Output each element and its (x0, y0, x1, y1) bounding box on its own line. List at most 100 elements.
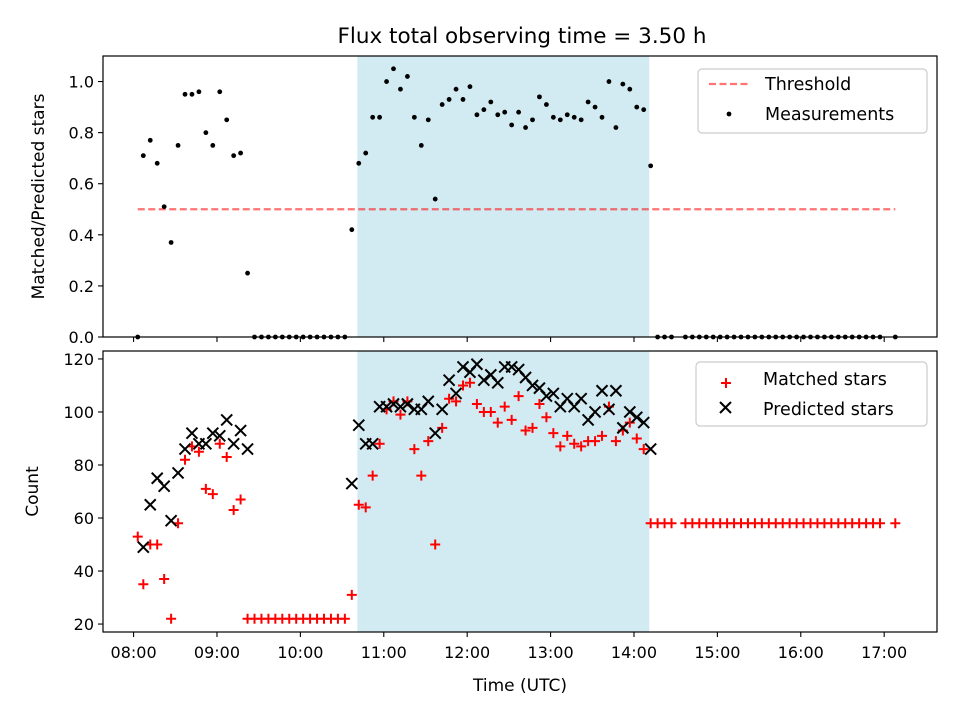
y-tick-label: 1.0 (69, 73, 94, 92)
bottom-y-axis-ticks: 20 40 60 80 100 120 (63, 350, 103, 634)
measurement-point (537, 94, 542, 100)
bottom-legend-box (695, 361, 928, 427)
matched-star-point (506, 414, 517, 425)
legend-predicted-swatch (719, 401, 732, 414)
predicted-stars-points (137, 358, 657, 554)
measurement-point (217, 89, 223, 95)
measurement-point (210, 143, 216, 148)
matched-star-point (444, 393, 455, 404)
top-axes-frame (102, 55, 938, 338)
top-x-axis-ticks (133, 337, 885, 342)
y-tick-label: 20 (74, 615, 94, 634)
measurement-points (135, 66, 898, 340)
measurement-point (405, 74, 410, 79)
predicted-star-point (241, 442, 254, 456)
measurement-point (439, 102, 445, 107)
legend-measurements-swatch (726, 111, 732, 117)
predicted-star-point (602, 403, 616, 416)
predicted-star-point (540, 389, 553, 403)
predicted-star-point (345, 477, 359, 490)
measurement-point (411, 114, 417, 120)
bottom-x-axis-ticks: 08:00 09:00 10:00 11:00 12:00 13:00 14:00 15:00… (111, 632, 907, 662)
matched-star-point (166, 613, 177, 624)
matched-star-point (451, 396, 462, 407)
predicted-star-point (477, 373, 491, 387)
matched-star-point (527, 422, 538, 433)
measurement-point (245, 270, 250, 276)
predicted-star-point (220, 413, 233, 427)
measurement-point (377, 114, 383, 120)
measurement-point (203, 130, 209, 136)
measurement-point (175, 143, 181, 148)
matched-star-point (360, 502, 371, 513)
predicted-star-point (137, 540, 150, 554)
measurement-point (599, 114, 605, 120)
measurement-point (648, 163, 654, 169)
x-tick-label: 15:00 (694, 643, 740, 662)
matched-star-point (200, 483, 211, 494)
matched-star-point (513, 391, 524, 402)
matched-star-point (207, 489, 218, 500)
legend-matched-swatch (721, 378, 731, 388)
bottom-legend: Matched stars Predicted stars (695, 361, 928, 427)
predicted-star-point (366, 437, 379, 450)
predicted-star-point (623, 405, 637, 419)
top-legend: Threshold Measurements (697, 68, 928, 134)
measurement-point (182, 91, 188, 97)
predicted-star-point (574, 392, 588, 405)
matched-star-point (221, 452, 232, 463)
matched-star-point (875, 518, 886, 529)
matched-star-point (890, 518, 901, 529)
matched-star-point (562, 430, 573, 441)
x-axis-label: Time (UTC) (472, 676, 567, 696)
predicted-star-point (442, 373, 456, 387)
measurement-point (224, 117, 230, 123)
matched-star-point (132, 531, 143, 542)
measurement-point (550, 114, 556, 120)
measurement-point (627, 86, 633, 92)
x-tick-label: 08:00 (111, 643, 157, 662)
matched-star-point (555, 441, 566, 452)
matched-star-point (485, 406, 496, 417)
bottom-axes-frame (102, 350, 938, 633)
measurement-point (467, 84, 473, 90)
matched-star-point (499, 401, 510, 412)
measurement-point (488, 99, 494, 105)
measurement-point (363, 150, 369, 156)
predicted-star-point (401, 397, 414, 411)
x-tick-label: 12:00 (444, 643, 490, 662)
matched-star-point (346, 589, 357, 600)
measurement-point (168, 240, 174, 245)
measurement-point (564, 112, 570, 118)
matched-star-point (610, 436, 621, 447)
y-tick-label: 0.8 (69, 124, 94, 143)
predicted-star-point (435, 403, 449, 416)
measurement-point (634, 104, 640, 110)
measurement-point (620, 81, 626, 87)
predicted-star-point (387, 397, 400, 411)
matched-star-point (423, 436, 434, 447)
measurement-point (432, 196, 438, 202)
matched-star-point (624, 417, 635, 428)
matched-star-point (152, 539, 163, 550)
predicted-star-point (526, 379, 539, 392)
measurement-point (585, 99, 591, 105)
bottom-panel-counts: 20 40 60 80 100 120 08:00 09:00 10:00 11:00 12:00… (23, 350, 938, 696)
predicted-star-point (616, 421, 630, 435)
measurement-point (446, 97, 452, 102)
legend-predicted-label: Predicted stars (763, 400, 894, 420)
measurement-point (370, 114, 376, 120)
predicted-star-point (609, 384, 623, 397)
matched-star-point (520, 425, 531, 436)
measurement-point (557, 117, 563, 123)
x-tick-label: 11:00 (361, 643, 407, 662)
observing-window-span-top (357, 56, 650, 337)
legend-measurements-label: Measurements (765, 105, 894, 125)
x-tick-label: 17:00 (861, 643, 907, 662)
predicted-star-point (206, 426, 220, 440)
measurement-point (147, 137, 153, 143)
matched-star-point (416, 470, 427, 481)
measurement-point (154, 160, 160, 166)
matched-star-point (437, 422, 448, 433)
matched-star-point (374, 438, 385, 449)
